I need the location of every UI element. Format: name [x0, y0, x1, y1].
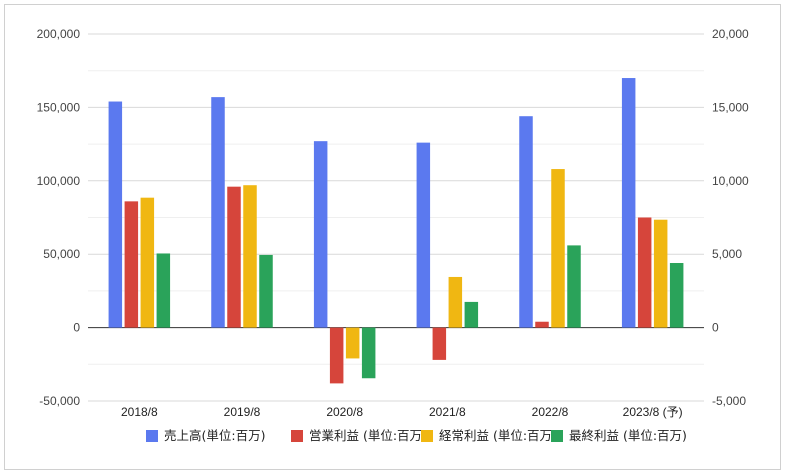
right-axis-tick-label: 15,000: [712, 100, 749, 114]
bar: [140, 197, 155, 328]
left-axis-tick-label: 100,000: [37, 174, 81, 188]
bar: [567, 245, 581, 328]
right-axis-tick-label: 0: [712, 321, 719, 335]
category-label: 2019/8: [224, 405, 261, 419]
bar: [329, 327, 344, 384]
bar: [211, 97, 225, 328]
legend-swatch: [291, 430, 303, 442]
bar: [519, 116, 533, 328]
category-label: 2023/8 (予): [623, 405, 683, 419]
legend-label: 売上高(単位:百万): [164, 428, 265, 443]
category-label: 2020/8: [326, 405, 363, 419]
right-axis-tick-label: -5,000: [712, 394, 746, 408]
bar: [653, 219, 668, 328]
bar: [416, 142, 431, 328]
legend-label: 営業利益 (単位:百万): [309, 428, 427, 443]
bar: [259, 254, 273, 328]
left-axis-tick-label: 200,000: [37, 27, 81, 41]
bar: [637, 217, 652, 328]
category-label: 2018/8: [121, 405, 158, 419]
bar: [156, 253, 171, 328]
legend-label: 最終利益 (単位:百万): [569, 428, 687, 443]
bar: [124, 201, 139, 328]
bar: [448, 276, 463, 328]
right-axis-tick-label: 5,000: [712, 247, 742, 261]
legend-swatch: [146, 430, 158, 442]
bar: [669, 263, 684, 328]
bar: [108, 101, 123, 328]
left-axis-tick-label: 150,000: [37, 100, 81, 114]
category-label: 2021/8: [429, 405, 466, 419]
category-label: 2022/8: [532, 405, 569, 419]
left-axis-tick-label: 50,000: [43, 247, 80, 261]
bar: [227, 186, 241, 328]
bar: [621, 78, 636, 328]
left-axis-tick-label: -50,000: [39, 394, 80, 408]
bar: [243, 185, 257, 328]
left-axis-tick-label: 0: [73, 321, 80, 335]
right-axis-tick-label: 20,000: [712, 27, 749, 41]
bar: [464, 301, 479, 328]
legend-label: 経常利益 (単位:百万): [439, 428, 557, 443]
bar: [432, 327, 447, 360]
right-axis-tick-label: 10,000: [712, 174, 749, 188]
bar: [313, 141, 328, 328]
bar: [345, 327, 360, 359]
bar: [535, 321, 549, 328]
legend-swatch: [551, 430, 563, 442]
bar: [551, 169, 565, 328]
legend-swatch: [421, 430, 433, 442]
bar: [361, 327, 376, 379]
